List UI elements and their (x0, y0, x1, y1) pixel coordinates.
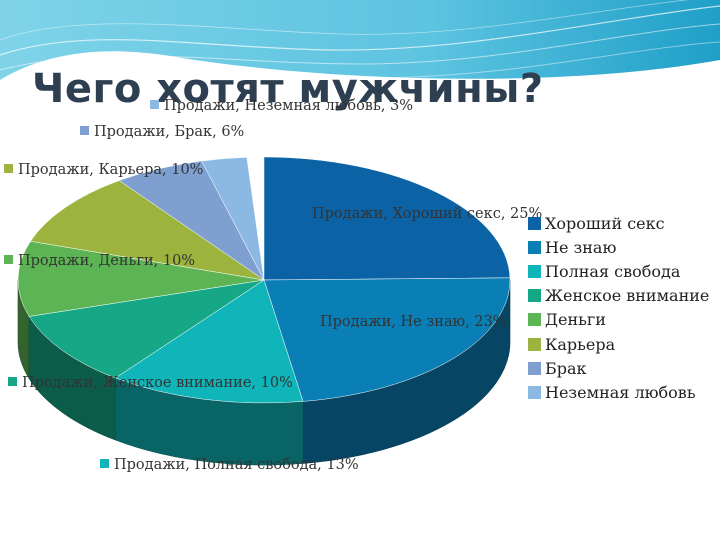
legend-label: Не знаю (545, 237, 617, 257)
legend-label: Полная свобода (545, 261, 681, 281)
data-label-unearthly-love: Продажи, Неземная любовь, 3% (150, 96, 413, 117)
legend-item: Не знаю (528, 235, 709, 259)
data-label-full-freedom: Продажи, Полная свобода, 13% (100, 455, 359, 476)
pie-slice-dont-know (263, 277, 511, 402)
legend-item: Полная свобода (528, 259, 709, 283)
legend-label: Неземная любовь (545, 382, 696, 402)
legend-swatch-icon (528, 216, 541, 230)
data-label-marriage: Продажи, Брак, 6% (80, 122, 244, 143)
legend-item: Деньги (528, 308, 709, 332)
pie-slice-unearthly-love (201, 157, 265, 281)
slide-title: Чего хотят мужчины? (32, 66, 544, 112)
legend-item: Женское внимание (528, 284, 709, 308)
legend-item: Карьера (528, 332, 709, 356)
data-label-swatch-icon (150, 100, 159, 109)
data-label-swatch-icon (4, 255, 13, 264)
pie-slice-female-attention (28, 279, 265, 379)
data-label-swatch-icon (4, 164, 13, 173)
data-label-swatch-icon (80, 126, 89, 135)
legend-label: Брак (545, 358, 587, 378)
legend-swatch-icon (528, 264, 541, 278)
data-label-money: Продажи, Деньги, 10% (4, 251, 195, 272)
header-banner-decoration (0, 0, 720, 85)
legend-swatch-icon (528, 385, 541, 399)
pie-slice-good-sex (263, 156, 511, 281)
legend-label: Деньги (545, 310, 606, 330)
legend-label: Женское внимание (545, 286, 710, 306)
data-label-female-attention: Продажи, Женское внимание, 10% (8, 373, 293, 394)
legend-item: Брак (528, 356, 709, 380)
legend-item: Неземная любовь (528, 380, 709, 404)
legend-swatch-icon (528, 289, 541, 303)
legend-label: Хороший секс (545, 213, 665, 233)
data-label-career: Продажи, Карьера, 10% (4, 160, 203, 181)
legend-swatch-icon (528, 361, 541, 375)
pie-slice-career (30, 180, 265, 281)
legend-swatch-icon (528, 313, 541, 327)
legend-swatch-icon (528, 240, 541, 254)
legend-item: Хороший секс (528, 211, 709, 235)
chart-legend: Хороший секс Не знаю Полная свобода Женское… (528, 211, 709, 405)
data-label-swatch-icon (100, 459, 109, 468)
data-label-dont-know: Продажи, Не знаю, 23% (320, 314, 507, 330)
legend-swatch-icon (528, 337, 541, 351)
legend-label: Карьера (545, 334, 616, 354)
data-label-swatch-icon (8, 377, 17, 386)
data-label-good-sex: Продажи, Хороший секс, 25% (312, 206, 543, 222)
pie-slice-money (17, 240, 265, 317)
pie-slice-full-freedom (114, 279, 304, 404)
